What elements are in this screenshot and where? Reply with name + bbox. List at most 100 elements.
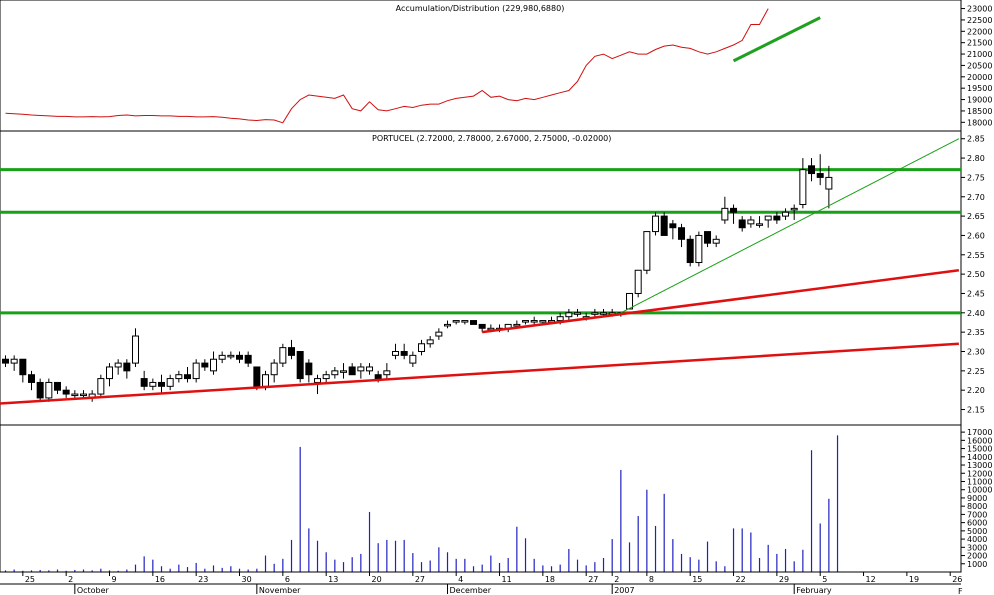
- day-tick-label: 2: [614, 575, 619, 584]
- volume-tick-label: 7000: [967, 510, 987, 519]
- price-tick-label: 2.85: [967, 135, 985, 144]
- volume-tick-label: 15000: [967, 445, 992, 454]
- price-tick-label: 2.70: [967, 193, 985, 202]
- volume-tick-label: 10000: [967, 486, 992, 495]
- volume-bars: [4, 435, 839, 572]
- day-tick-label: 23: [198, 575, 208, 584]
- price-tick-label: 2.75: [967, 173, 985, 182]
- ad-y-axis: 18000 18500 19000 19500 20000 20500 21000 21500…: [961, 5, 992, 127]
- trend-line: [482, 269, 960, 334]
- candle-body: [383, 370, 391, 376]
- volume-tick-label: 3000: [967, 543, 987, 552]
- candle-body: [591, 312, 599, 315]
- day-tick-label: 13: [328, 575, 338, 584]
- day-tick-label: 16: [155, 575, 165, 584]
- candle-body: [149, 381, 157, 387]
- volume-tick-label: 11000: [967, 477, 992, 486]
- day-tick-label: 2: [68, 575, 73, 584]
- day-tick-label: 12: [866, 575, 876, 584]
- ad-tick-label: 20500: [967, 61, 992, 70]
- candle-body: [730, 207, 738, 213]
- price-panel: PORTUCEL (2.72000, 2.78000, 2.67000, 2.7…: [0, 130, 985, 426]
- ad-tick-label: 23000: [967, 5, 992, 14]
- candle-body: [643, 231, 651, 271]
- ad-plot-area: [0, 0, 962, 132]
- candle-body: [331, 370, 339, 376]
- candle-body: [539, 320, 547, 323]
- price-tick-label: 2.30: [967, 348, 985, 357]
- candle-body: [530, 320, 538, 323]
- candle-body: [184, 374, 192, 380]
- candle-body: [366, 366, 374, 372]
- volume-tick-label: 5000: [967, 527, 987, 536]
- price-tick-label: 2.25: [967, 367, 985, 376]
- candle-body: [808, 165, 816, 175]
- candle-body: [210, 358, 218, 372]
- ad-tick-label: 21000: [967, 50, 992, 59]
- volume-panel: 1000200030004000500060007000800090001000…: [0, 424, 992, 573]
- candle-body: [62, 389, 70, 395]
- candle-body: [253, 366, 261, 387]
- ad-lines: [5, 8, 821, 124]
- candle-body: [721, 207, 729, 221]
- volume-tick-label: 9000: [967, 494, 987, 503]
- candle-body: [348, 366, 356, 376]
- day-tick-label: 20: [372, 575, 382, 584]
- day-tick-label: 8: [649, 575, 654, 584]
- day-tick-label: 4: [458, 575, 463, 584]
- trend-line: [0, 342, 959, 405]
- candle-body: [444, 323, 452, 327]
- candle-body: [704, 231, 712, 244]
- candle-body: [825, 176, 833, 190]
- candle-body: [166, 378, 174, 387]
- candle-body: [695, 234, 703, 264]
- day-tick-label: 18: [545, 575, 555, 584]
- price-tick-label: 2.15: [967, 406, 985, 415]
- candle-body: [374, 374, 382, 380]
- day-tick-label: 27: [415, 575, 425, 584]
- volume-tick-label: 17000: [967, 428, 992, 437]
- month-label: November: [259, 586, 301, 595]
- month-label: October: [77, 586, 110, 595]
- candle-body: [192, 362, 200, 380]
- candle-body: [97, 378, 105, 395]
- candle-body: [54, 381, 62, 391]
- candle-body: [678, 227, 686, 240]
- candle-body: [10, 358, 18, 364]
- ad-tick-label: 21500: [967, 39, 992, 48]
- volume-tick-label: 12000: [967, 469, 992, 478]
- day-tick-label: 29: [779, 575, 789, 584]
- candle-body: [314, 378, 322, 383]
- candle-body: [799, 169, 807, 205]
- candle-body: [626, 292, 634, 310]
- ad-tick-label: 22000: [967, 27, 992, 36]
- candle-body: [114, 362, 122, 368]
- candle-body: [686, 238, 694, 264]
- candle-body: [123, 362, 131, 372]
- candle-body: [764, 215, 772, 221]
- day-tick-label: 11: [502, 575, 512, 584]
- day-tick-label: 19: [909, 575, 919, 584]
- day-tick-label: 9: [112, 575, 117, 584]
- candle-body: [322, 374, 330, 380]
- candle-body: [574, 312, 582, 315]
- month-label: February: [796, 586, 832, 595]
- time-axis: F 25 2 9 16 23 30 6 13 20 27 4 11 18 27 2 8 15 22 29 5 12 19 2…: [0, 571, 963, 595]
- price-tick-label: 2.50: [967, 270, 985, 279]
- day-tick-label: 15: [692, 575, 702, 584]
- candle-body: [296, 351, 304, 380]
- candle-body: [288, 347, 296, 356]
- candle-body: [340, 370, 348, 373]
- volume-tick-label: 16000: [967, 436, 992, 445]
- volume-tick-label: 1000: [967, 560, 987, 569]
- candle-body: [600, 312, 608, 315]
- price-tick-label: 2.55: [967, 251, 985, 260]
- candle-body: [400, 351, 408, 356]
- candle-body: [244, 354, 252, 364]
- candle-body: [790, 207, 798, 211]
- candle-body: [71, 393, 79, 397]
- price-tick-label: 2.20: [967, 386, 985, 395]
- candle-body: [2, 358, 9, 364]
- volume-tick-label: 4000: [967, 535, 987, 544]
